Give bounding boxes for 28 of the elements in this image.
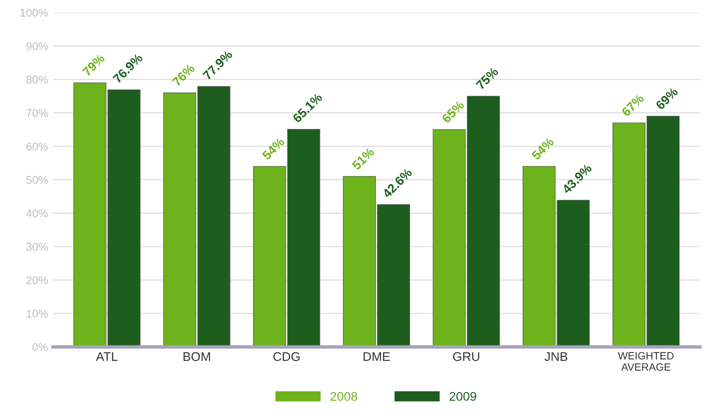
y-tick-label: 100% (20, 8, 48, 17)
x-tick-label: ATL (96, 352, 118, 361)
data-label: 65% (441, 100, 465, 124)
x-tick-label: DME (364, 352, 390, 361)
y-tick-label: 40% (26, 209, 48, 218)
y-tick-label: 80% (26, 76, 48, 84)
y-tick-label: 20% (26, 276, 48, 284)
data-label: 54% (531, 136, 555, 160)
y-tick-label: 10% (26, 310, 48, 318)
y-tick-label: 0% (32, 343, 48, 352)
y-tick-label: 50% (26, 176, 48, 184)
x-tick-label: JNB (544, 352, 568, 361)
legend-label: 2008 (330, 392, 358, 401)
data-label: 67% (621, 93, 644, 117)
y-tick-label: 70% (26, 109, 48, 117)
data-label: 54% (262, 136, 286, 160)
data-label: 76% (172, 63, 196, 87)
y-tick-label: 60% (26, 142, 48, 150)
data-label: 79% (82, 53, 106, 77)
x-tick-label: GRU (453, 352, 480, 361)
x-tick-label: BOM (184, 352, 210, 361)
y-tick-label: 30% (26, 242, 48, 251)
x-tick-label: WEIGHTED AVERAGE (618, 352, 674, 371)
data-label: 69% (655, 86, 679, 110)
x-tick-label: CDG (273, 352, 300, 361)
legend-label: 2009 (450, 392, 476, 401)
data-label: 75% (476, 66, 499, 90)
y-tick-label: 90% (26, 42, 48, 50)
